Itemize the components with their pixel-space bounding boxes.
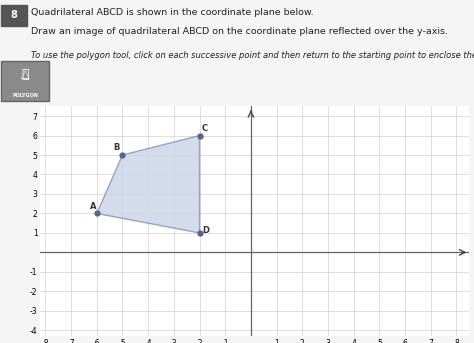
- Text: POLYGON: POLYGON: [12, 93, 38, 98]
- Text: B: B: [113, 143, 120, 152]
- Text: C: C: [202, 123, 208, 133]
- FancyBboxPatch shape: [1, 61, 49, 102]
- Text: Draw an image of quadrilateral ABCD on the coordinate plane reflected over the y: Draw an image of quadrilateral ABCD on t…: [31, 27, 448, 36]
- Text: D: D: [202, 226, 209, 235]
- Text: ⬜: ⬜: [21, 68, 29, 81]
- Text: A: A: [91, 202, 97, 211]
- Text: 8: 8: [11, 10, 18, 21]
- Text: To use the polygon tool, click on each successive point and then return to the s: To use the polygon tool, click on each s…: [31, 51, 474, 60]
- Text: Quadrilateral ABCD is shown in the coordinate plane below.: Quadrilateral ABCD is shown in the coord…: [31, 8, 314, 17]
- FancyBboxPatch shape: [1, 4, 27, 26]
- Polygon shape: [97, 135, 200, 233]
- Text: △: △: [21, 69, 29, 79]
